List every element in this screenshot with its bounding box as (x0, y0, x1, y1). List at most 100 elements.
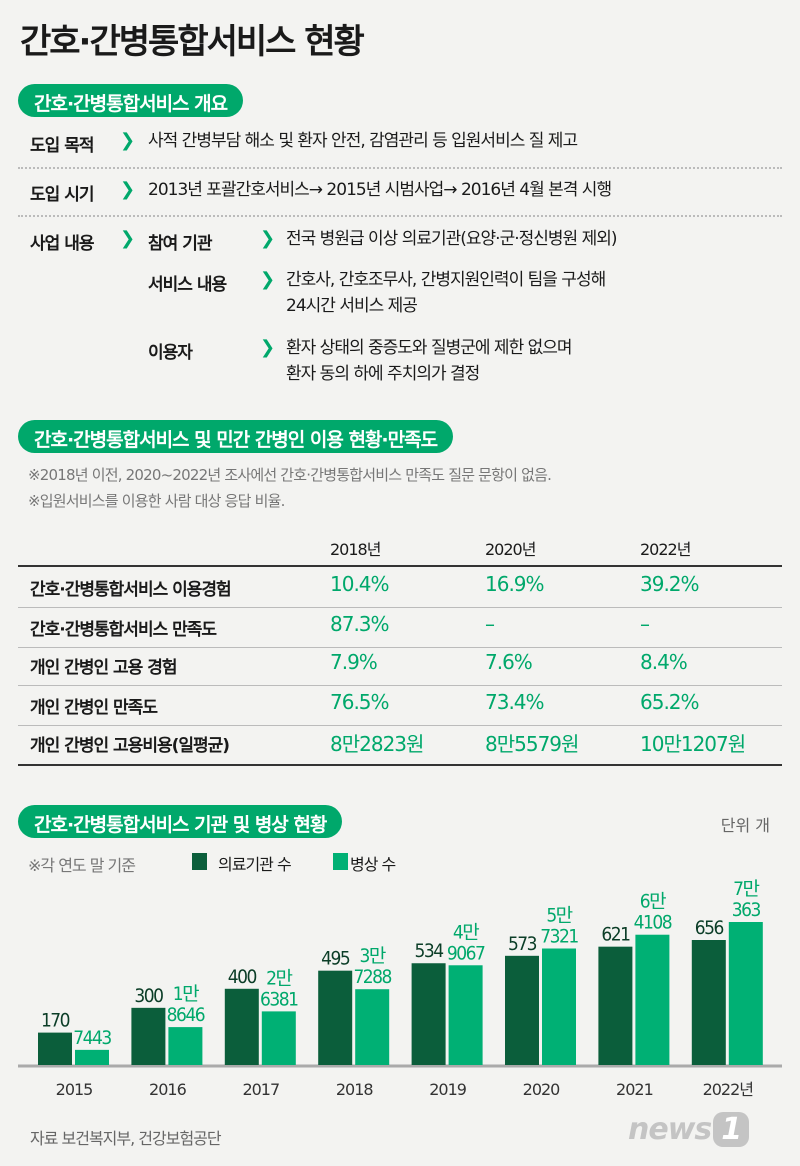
x-tick-label: 2018 (336, 1080, 374, 1099)
table-cell: 8만2823원 (330, 732, 424, 756)
timing-label: 도입 시기 (30, 185, 94, 205)
item-text: 전국 병원급 이상 의료기관(요양·군·정신병원 제외) (286, 229, 617, 249)
bar-beds (355, 989, 390, 1065)
table-bottom-rule (18, 764, 782, 766)
item-text: 24시간 서비스 제공 (286, 296, 418, 316)
table-cell: 65.2% (640, 690, 700, 714)
row-label: 개인 간병인 고용비용(일평균) (30, 736, 230, 756)
data-label: 495 (321, 948, 350, 970)
data-label: 6만 (640, 891, 666, 913)
row-label: 개인 간병인 고용 경험 (30, 658, 178, 678)
data-label: 3만 (360, 945, 386, 967)
item-label: 이용자 (148, 343, 193, 363)
note: ※2018년 이전, 2020~2022년 조사에선 간호·간병통합서비스 만족… (28, 466, 552, 484)
purpose-label: 도입 목적 (30, 136, 94, 156)
data-label: 573 (508, 933, 537, 955)
chevron-right-icon: ❯ (260, 269, 276, 290)
row-divider (18, 685, 782, 686)
bar-institutions (38, 1032, 72, 1065)
data-label: 534 (415, 940, 444, 962)
table-top-rule (18, 565, 782, 567)
column-header: 2020년 (485, 540, 536, 559)
data-label: 621 (601, 924, 630, 946)
row-label: 개인 간병인 만족도 (30, 698, 158, 718)
bar-institutions (224, 988, 259, 1065)
data-label: 1만 (173, 983, 199, 1005)
bar-beds (261, 1011, 296, 1065)
chart-note: ※각 연도 말 기준 (28, 856, 136, 875)
chevron-right-icon: ❯ (120, 130, 136, 151)
table-cell: 76.5% (330, 690, 390, 714)
data-label: 656 (695, 917, 724, 939)
chevron-right-icon: ❯ (260, 337, 276, 358)
data-label: 8646 (167, 1004, 205, 1026)
bar-institutions (131, 1007, 166, 1065)
data-label: 6381 (260, 988, 298, 1010)
table-cell: – (485, 612, 495, 636)
data-label: 7321 (540, 926, 578, 948)
purpose-text: 사적 간병부담 해소 및 환자 안전, 감염관리 등 입원서비스 질 제고 (148, 131, 578, 151)
item-text: 간호사, 간호조무사, 간병지원인력이 팀을 구성해 (286, 270, 606, 290)
data-label: 5만 (546, 905, 572, 927)
chevron-right-icon: ❯ (120, 179, 136, 200)
table-cell: 87.3% (330, 612, 390, 636)
x-tick-label: 2016 (149, 1080, 187, 1099)
table-cell: 10만1207원 (640, 732, 746, 756)
x-tick-label: 2015 (56, 1080, 93, 1099)
data-label: 2만 (266, 967, 292, 989)
divider (18, 215, 782, 217)
legend-label: 의료기관 수 (218, 855, 292, 874)
x-tick-label: 2020 (523, 1080, 561, 1099)
table-cell: 7.9% (330, 650, 378, 674)
bar-beds (728, 922, 763, 1065)
section-heading-overview: 간호·간병통합서비스 개요 (18, 84, 244, 117)
business-label: 사업 내용 (30, 234, 94, 254)
data-label: 4108 (634, 912, 672, 934)
row-label: 간호·간병통합서비스 이용경험 (30, 580, 232, 600)
table-cell: 7.6% (485, 650, 533, 674)
data-label: 7288 (353, 966, 391, 988)
bar-beds (168, 1027, 203, 1065)
bar-beds (542, 948, 576, 1065)
table-cell: 73.4% (485, 690, 545, 714)
item-label: 서비스 내용 (148, 275, 227, 295)
bar-institutions (318, 970, 353, 1065)
divider (18, 167, 782, 169)
chevron-right-icon: ❯ (260, 228, 276, 249)
x-tick-label: 2021 (616, 1080, 653, 1099)
table-cell: 10.4% (330, 572, 390, 596)
bar-beds (75, 1049, 109, 1065)
row-divider (18, 607, 782, 608)
legend-swatch-beds (333, 853, 348, 870)
news1-logo: news 1 (628, 1112, 750, 1147)
data-label: 4만 (453, 921, 479, 943)
legend-label: 병상 수 (350, 855, 396, 874)
column-header: 2018년 (330, 540, 381, 559)
data-label: 300 (134, 985, 163, 1007)
row-divider (18, 725, 782, 726)
column-header: 2022년 (640, 540, 691, 559)
table-cell: – (640, 612, 650, 636)
data-label: 9067 (447, 942, 485, 964)
bar-institutions (691, 940, 726, 1065)
bar-institutions (411, 963, 446, 1065)
data-label: 400 (228, 966, 257, 988)
item-text: 환자 동의 하에 주치의가 결정 (286, 364, 480, 384)
chevron-right-icon: ❯ (120, 228, 136, 249)
legend-swatch-institutions (192, 853, 207, 870)
data-label: 363 (732, 899, 761, 921)
x-tick-label: 2017 (242, 1080, 279, 1099)
bar-beds (448, 965, 483, 1065)
item-text: 환자 상태의 중증도와 질병군에 제한 없으며 (286, 338, 573, 358)
x-tick-label: 2022년 (703, 1080, 754, 1099)
data-label: 7만 (733, 878, 759, 900)
section-heading-usage: 간호·간병통합서비스 및 민간 간병인 이용 현황·만족도 (18, 420, 454, 453)
table-cell: 8.4% (640, 650, 688, 674)
table-cell: 39.2% (640, 572, 700, 596)
row-divider (18, 647, 782, 648)
item-label: 참여 기관 (148, 234, 212, 254)
section-heading-chart: 간호·간병통합서비스 기관 및 병상 현황 (18, 805, 343, 838)
data-label: 7443 (73, 1027, 111, 1049)
source: 자료 보건복지부, 건강보험공단 (30, 1129, 222, 1148)
